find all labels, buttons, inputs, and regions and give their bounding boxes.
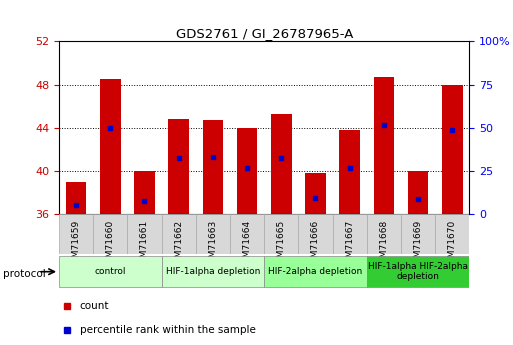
Bar <box>230 214 264 254</box>
Bar <box>196 214 230 254</box>
Bar <box>237 128 258 214</box>
Text: HIF-2alpha depletion: HIF-2alpha depletion <box>268 267 363 276</box>
Bar <box>100 79 121 214</box>
Bar <box>373 77 394 214</box>
Bar <box>435 214 469 254</box>
Text: GSM71659: GSM71659 <box>72 220 81 269</box>
Bar <box>59 256 162 287</box>
Bar <box>134 171 155 214</box>
Bar <box>162 256 264 287</box>
Bar <box>203 120 223 214</box>
Text: percentile rank within the sample: percentile rank within the sample <box>80 325 255 335</box>
Text: GSM71664: GSM71664 <box>243 220 251 269</box>
Bar <box>59 214 93 254</box>
Text: GSM71663: GSM71663 <box>208 220 218 269</box>
Bar <box>367 214 401 254</box>
Title: GDS2761 / GI_26787965-A: GDS2761 / GI_26787965-A <box>175 27 353 40</box>
Bar <box>299 214 332 254</box>
Text: GSM71660: GSM71660 <box>106 220 115 269</box>
Text: GSM71668: GSM71668 <box>380 220 388 269</box>
Text: GSM71665: GSM71665 <box>277 220 286 269</box>
Bar <box>168 119 189 214</box>
Text: GSM71661: GSM71661 <box>140 220 149 269</box>
Text: GSM71662: GSM71662 <box>174 220 183 269</box>
Bar <box>332 214 367 254</box>
Bar <box>271 114 291 214</box>
Text: GSM71667: GSM71667 <box>345 220 354 269</box>
Bar <box>264 256 367 287</box>
Bar <box>127 214 162 254</box>
Bar <box>367 256 469 287</box>
Bar <box>305 173 326 214</box>
Text: GSM71669: GSM71669 <box>413 220 423 269</box>
Bar <box>442 85 463 214</box>
Bar <box>66 181 86 214</box>
Text: GSM71670: GSM71670 <box>448 220 457 269</box>
Text: protocol: protocol <box>3 269 45 278</box>
Bar <box>162 214 196 254</box>
Bar <box>340 130 360 214</box>
Text: HIF-1alpha HIF-2alpha
depletion: HIF-1alpha HIF-2alpha depletion <box>368 262 468 282</box>
Text: count: count <box>80 302 109 312</box>
Bar <box>264 214 299 254</box>
Text: GSM71666: GSM71666 <box>311 220 320 269</box>
Bar <box>408 171 428 214</box>
Bar <box>93 214 127 254</box>
Text: HIF-1alpha depletion: HIF-1alpha depletion <box>166 267 260 276</box>
Bar <box>401 214 435 254</box>
Text: control: control <box>94 267 126 276</box>
